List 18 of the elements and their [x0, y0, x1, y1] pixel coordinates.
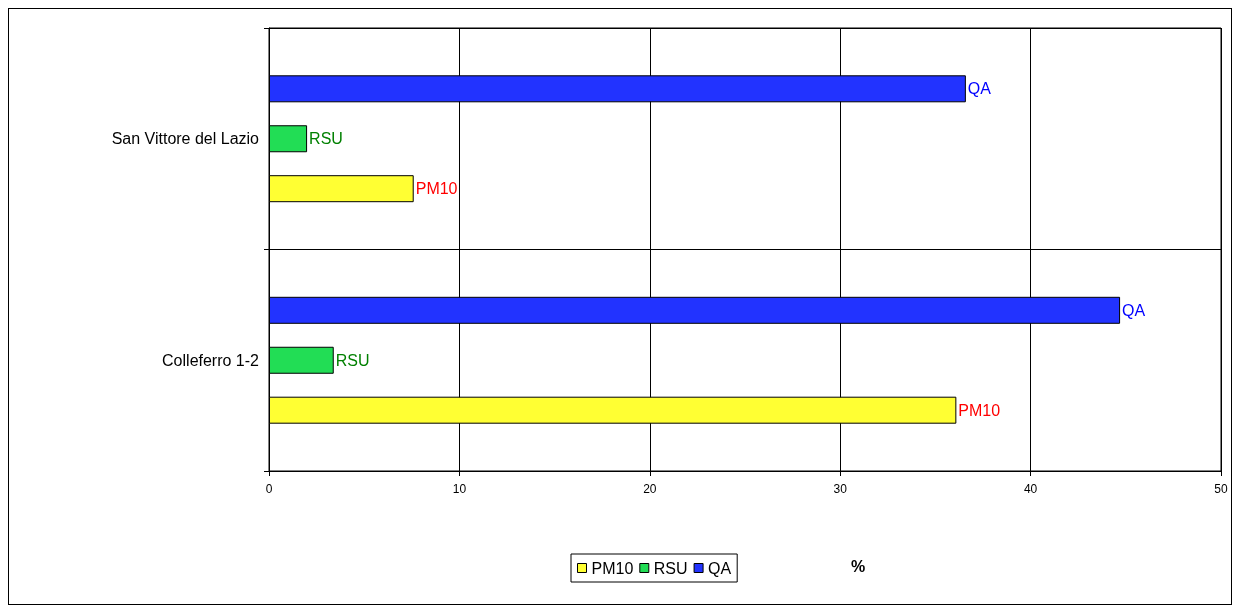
text: RSU — [335, 351, 370, 369]
text: PM10 — [958, 401, 1001, 419]
y-tick-label: Colleferro 1-2 — [162, 351, 260, 369]
x-tick-label: 20 — [643, 482, 657, 496]
x-tick-label: 0 — [265, 482, 273, 496]
x-tick-label: 30 — [833, 482, 848, 496]
x-tick-label: 10 — [452, 482, 467, 496]
x-tick-label: 40 — [1023, 482, 1038, 496]
legend-label: PM10 — [591, 559, 634, 577]
text: QA — [1122, 301, 1146, 319]
y-tick-label: San Vittore del Lazio — [111, 130, 260, 148]
text: PM10 — [415, 180, 458, 198]
x-axis-title: % — [851, 557, 866, 575]
legend-label: RSU — [653, 559, 688, 577]
text: RSU — [309, 130, 343, 148]
x-tick-label: 50 — [1214, 482, 1228, 496]
text: QA — [967, 80, 991, 98]
legend-label: QA — [708, 559, 732, 577]
